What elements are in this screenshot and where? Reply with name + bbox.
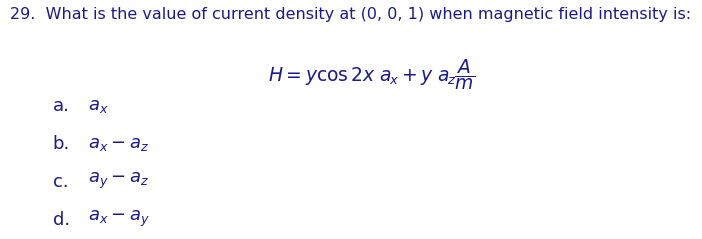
Text: a.: a. <box>53 97 69 115</box>
Text: $\mathit{a}_x - \mathit{a}_y$: $\mathit{a}_x - \mathit{a}_y$ <box>88 209 150 229</box>
Text: 29.  What is the value of current density at (0, 0, 1) when magnetic field inten: 29. What is the value of current density… <box>10 7 691 22</box>
Text: c.: c. <box>53 173 68 191</box>
Text: $\mathit{a}_x$: $\mathit{a}_x$ <box>88 97 108 115</box>
Text: $\mathit{a}_y - \mathit{a}_z$: $\mathit{a}_y - \mathit{a}_z$ <box>88 171 149 191</box>
Text: b.: b. <box>53 135 70 153</box>
Text: $\mathit{a}_x - \mathit{a}_z$: $\mathit{a}_x - \mathit{a}_z$ <box>88 135 149 153</box>
Text: d.: d. <box>53 212 69 229</box>
Text: $\mathit{H} = \mathit{y} \cos 2\mathit{x}\ \boldsymbol{\mathit{a}}_{\!\mathit{x}: $\mathit{H} = \mathit{y} \cos 2\mathit{x… <box>268 57 476 92</box>
